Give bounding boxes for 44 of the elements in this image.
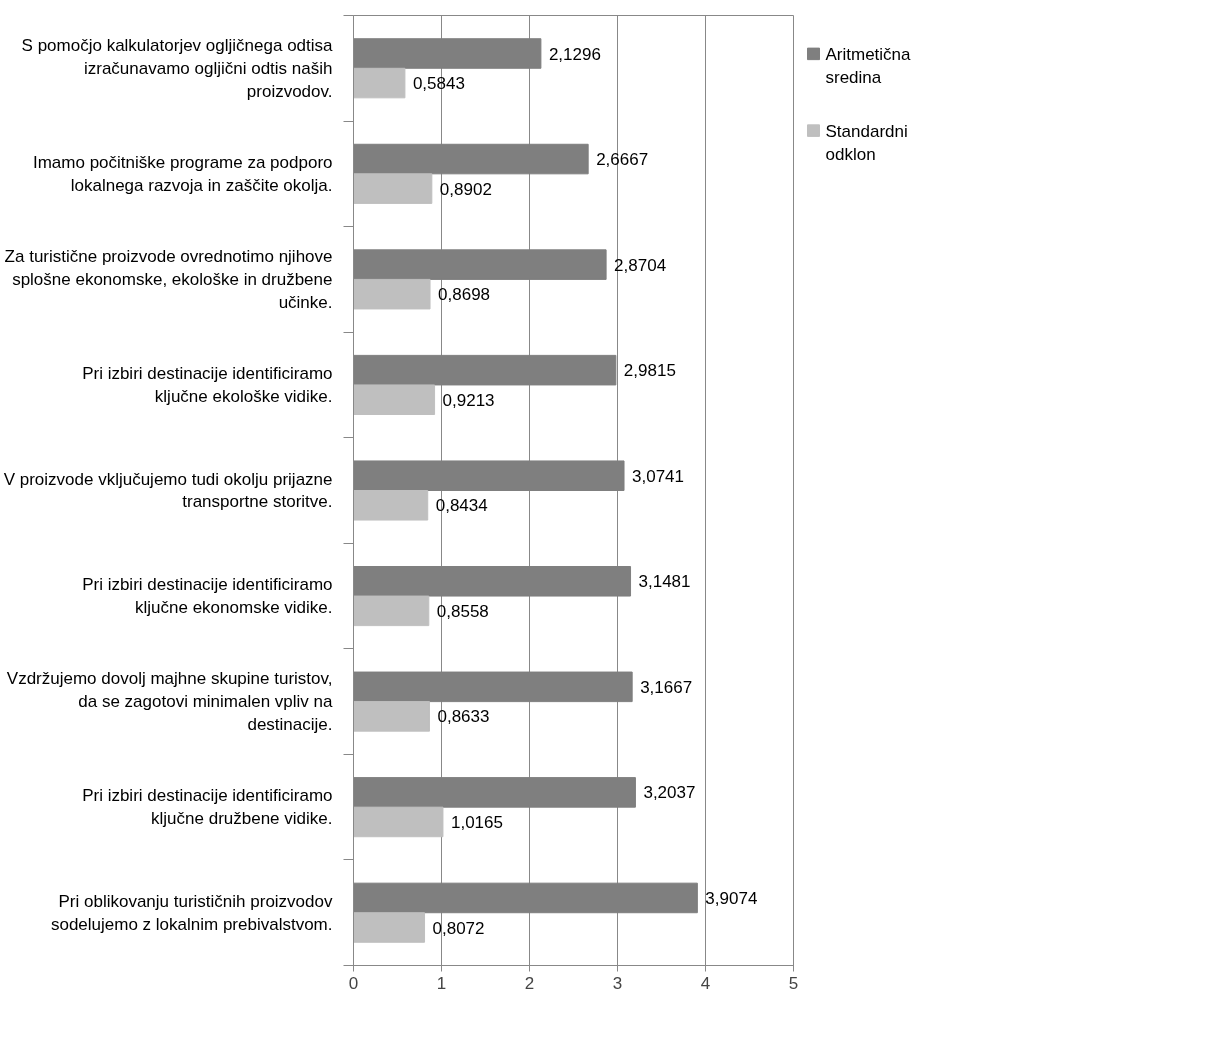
data-label: 0,8434	[435, 496, 488, 516]
data-label: 0,9213	[442, 390, 495, 410]
y-tick-label: S pomočjo kalkulatorjev ogljičnega odtisa izračunavamo ogljični odtis naših proizvodov.	[21, 35, 334, 101]
x-tick-label: 5	[788, 973, 799, 993]
bar	[353, 384, 436, 415]
bar	[353, 278, 431, 310]
legend-label: Standardni odklon	[825, 121, 908, 164]
data-label: 2,1296	[548, 44, 601, 64]
y-tick-label: Za turistične proizvode ovrednotimo njihove splošne ekonomske, ekološke in družbene učinke.	[4, 247, 333, 312]
data-label: 3,1481	[638, 572, 691, 592]
data-label: 0,8698	[438, 285, 491, 305]
y-tick-label: Imamo počitniške programe za podporo lokalnega razvoja in zaščite okolja.	[32, 152, 333, 195]
data-label: 0,8633	[437, 707, 490, 727]
data-label: 3,2037	[643, 783, 696, 803]
y-tick-label: V proizvode vključujemo tudi okolju prijazne transportne storitve.	[3, 469, 333, 512]
data-label: 3,0741	[632, 466, 685, 486]
y-tick-label: Pri oblikovanju turističnih proizvodov sodelujemo z lokalnim prebivalstvom.	[50, 891, 333, 934]
x-tick-label: 2	[524, 973, 535, 993]
bar	[353, 67, 406, 99]
data-label: 2,9815	[623, 361, 676, 381]
y-tick-label: Vzdržujemo dovolj majhne skupine turistov, da se zagotovi minimalen vpliv na destinacije.	[6, 669, 334, 734]
data-label: 2,8704	[614, 255, 667, 275]
data-label: 3,1667	[640, 677, 693, 697]
legend-label: Aritmetična sredina	[825, 45, 912, 88]
x-tick-label: 0	[348, 973, 359, 993]
data-label: 1,0165	[450, 812, 503, 832]
data-label: 0,8072	[432, 918, 485, 938]
x-tick-label: 3	[612, 973, 623, 993]
bar	[353, 490, 429, 521]
x-tick-label: 4	[700, 973, 711, 993]
data-label: 3,9074	[705, 888, 758, 908]
data-label: 0,8558	[436, 601, 489, 621]
bar	[353, 595, 430, 627]
bar	[353, 701, 430, 732]
y-tick-label: Pri izbiri destinacije identificiramo ključne ekološke vidike.	[82, 364, 333, 406]
bar	[353, 173, 433, 204]
y-tick-label: Pri izbiri destinacije identificiramo ključne družbene vidike.	[82, 786, 333, 829]
data-label: 0,8902	[439, 179, 492, 199]
data-label: 0,5843	[412, 74, 465, 94]
x-tick-label: 1	[436, 973, 447, 993]
y-tick-label: Pri izbiri destinacije identificiramo ključne ekonomske vidike.	[82, 575, 333, 617]
data-label: 2,6667	[596, 150, 649, 170]
bar	[353, 912, 426, 943]
bar	[353, 806, 444, 838]
